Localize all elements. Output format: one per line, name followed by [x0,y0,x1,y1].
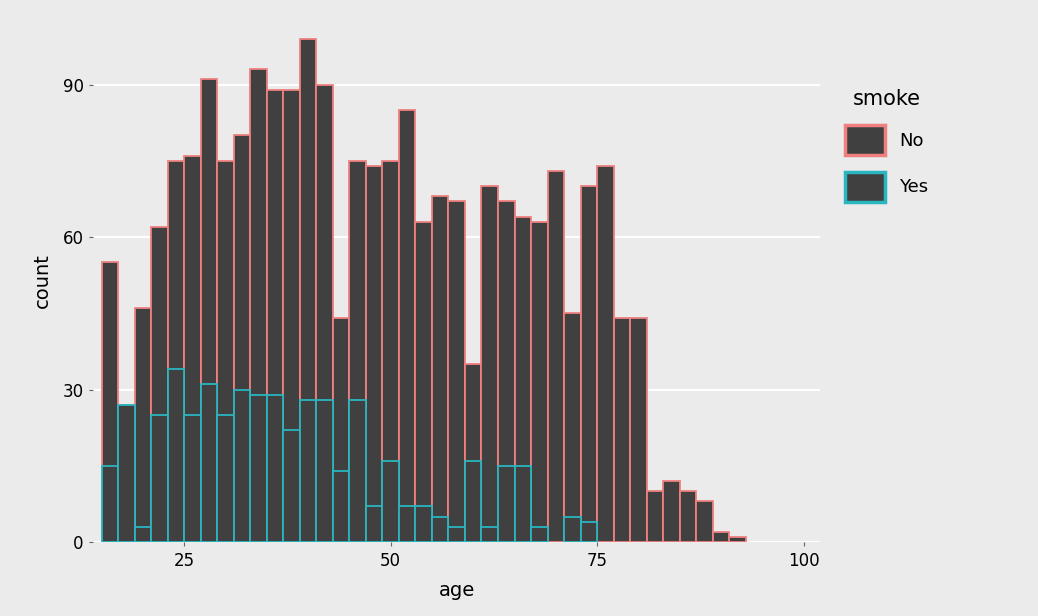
Bar [465,364,482,542]
Bar [696,501,713,542]
Bar [267,395,283,542]
Bar [217,161,234,542]
Y-axis label: count: count [32,253,52,308]
Bar [333,318,350,542]
Bar [663,481,680,542]
Bar [382,161,399,542]
Bar [200,79,217,542]
Bar [267,90,283,542]
Bar [102,466,118,542]
Bar [531,222,548,542]
Bar [168,161,185,542]
Bar [713,532,730,542]
Bar [135,527,152,542]
Bar [217,415,234,542]
Bar [283,430,300,542]
Bar [200,384,217,542]
Bar [432,517,448,542]
Bar [498,466,515,542]
Legend: No, Yes: No, Yes [837,80,937,211]
Bar [448,201,465,542]
Bar [185,156,200,542]
Bar [482,186,498,542]
Bar [548,171,564,542]
Bar [317,400,333,542]
Bar [498,201,515,542]
Bar [531,527,548,542]
Bar [515,217,531,542]
Bar [432,197,448,542]
Bar [580,522,597,542]
Bar [152,227,168,542]
Bar [366,166,382,542]
Bar [597,166,613,542]
Bar [580,186,597,542]
Bar [564,314,580,542]
Bar [234,136,250,542]
Bar [366,506,382,542]
Bar [317,84,333,542]
Bar [300,39,317,542]
Bar [382,461,399,542]
Bar [515,466,531,542]
Bar [399,110,415,542]
Bar [250,395,267,542]
Bar [152,415,168,542]
Bar [234,389,250,542]
Bar [564,517,580,542]
Bar [283,90,300,542]
Bar [730,537,745,542]
Bar [168,369,185,542]
Bar [647,491,663,542]
Bar [415,506,432,542]
Bar [300,400,317,542]
Bar [350,400,366,542]
Bar [465,461,482,542]
Bar [448,527,465,542]
Bar [350,161,366,542]
Bar [118,405,135,542]
Bar [482,527,498,542]
Bar [399,506,415,542]
Bar [333,471,350,542]
Bar [613,318,630,542]
Bar [680,491,696,542]
Bar [118,405,135,542]
X-axis label: age: age [439,581,474,600]
Bar [135,308,152,542]
Bar [185,415,200,542]
Bar [250,70,267,542]
Bar [630,318,647,542]
Bar [415,222,432,542]
Bar [102,262,118,542]
